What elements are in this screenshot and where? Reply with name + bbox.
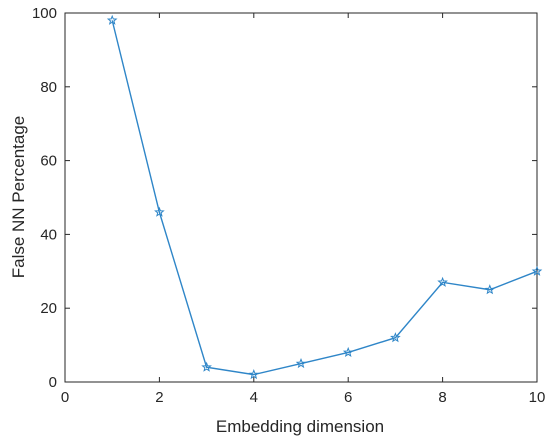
y-tick-label: 100 bbox=[32, 5, 57, 22]
data-point-marker bbox=[437, 276, 448, 287]
x-tick-label: 4 bbox=[250, 389, 258, 406]
y-tick-label: 20 bbox=[40, 300, 57, 317]
x-tick-label: 8 bbox=[438, 389, 446, 406]
data-point-marker bbox=[295, 357, 307, 369]
data-point-marker bbox=[201, 361, 212, 372]
data-point-marker bbox=[154, 206, 165, 217]
data-point-marker bbox=[531, 265, 543, 276]
data-point-marker bbox=[106, 14, 118, 25]
y-tick-label: 60 bbox=[40, 153, 57, 170]
y-tick-label: 80 bbox=[40, 79, 57, 96]
y-tick-label: 40 bbox=[40, 226, 57, 243]
y-tick-label: 0 bbox=[49, 374, 57, 391]
plot-frame bbox=[64, 12, 538, 383]
data-point-marker bbox=[342, 346, 354, 358]
x-tick-label: 0 bbox=[61, 389, 69, 406]
y-axis-label: False NN Percentage bbox=[9, 116, 28, 279]
series-line bbox=[111, 20, 538, 376]
x-tick-label: 2 bbox=[155, 389, 163, 406]
plot-box bbox=[64, 12, 538, 383]
x-tick-label: 6 bbox=[344, 389, 352, 406]
data-point-marker bbox=[390, 332, 401, 343]
series-lines bbox=[111, 20, 538, 376]
x-tick-label: 10 bbox=[529, 389, 546, 406]
data-point-marker bbox=[484, 284, 496, 295]
data-point-marker bbox=[248, 369, 260, 380]
x-axis-label: Embedding dimension bbox=[216, 417, 384, 436]
series-markers bbox=[106, 14, 543, 380]
